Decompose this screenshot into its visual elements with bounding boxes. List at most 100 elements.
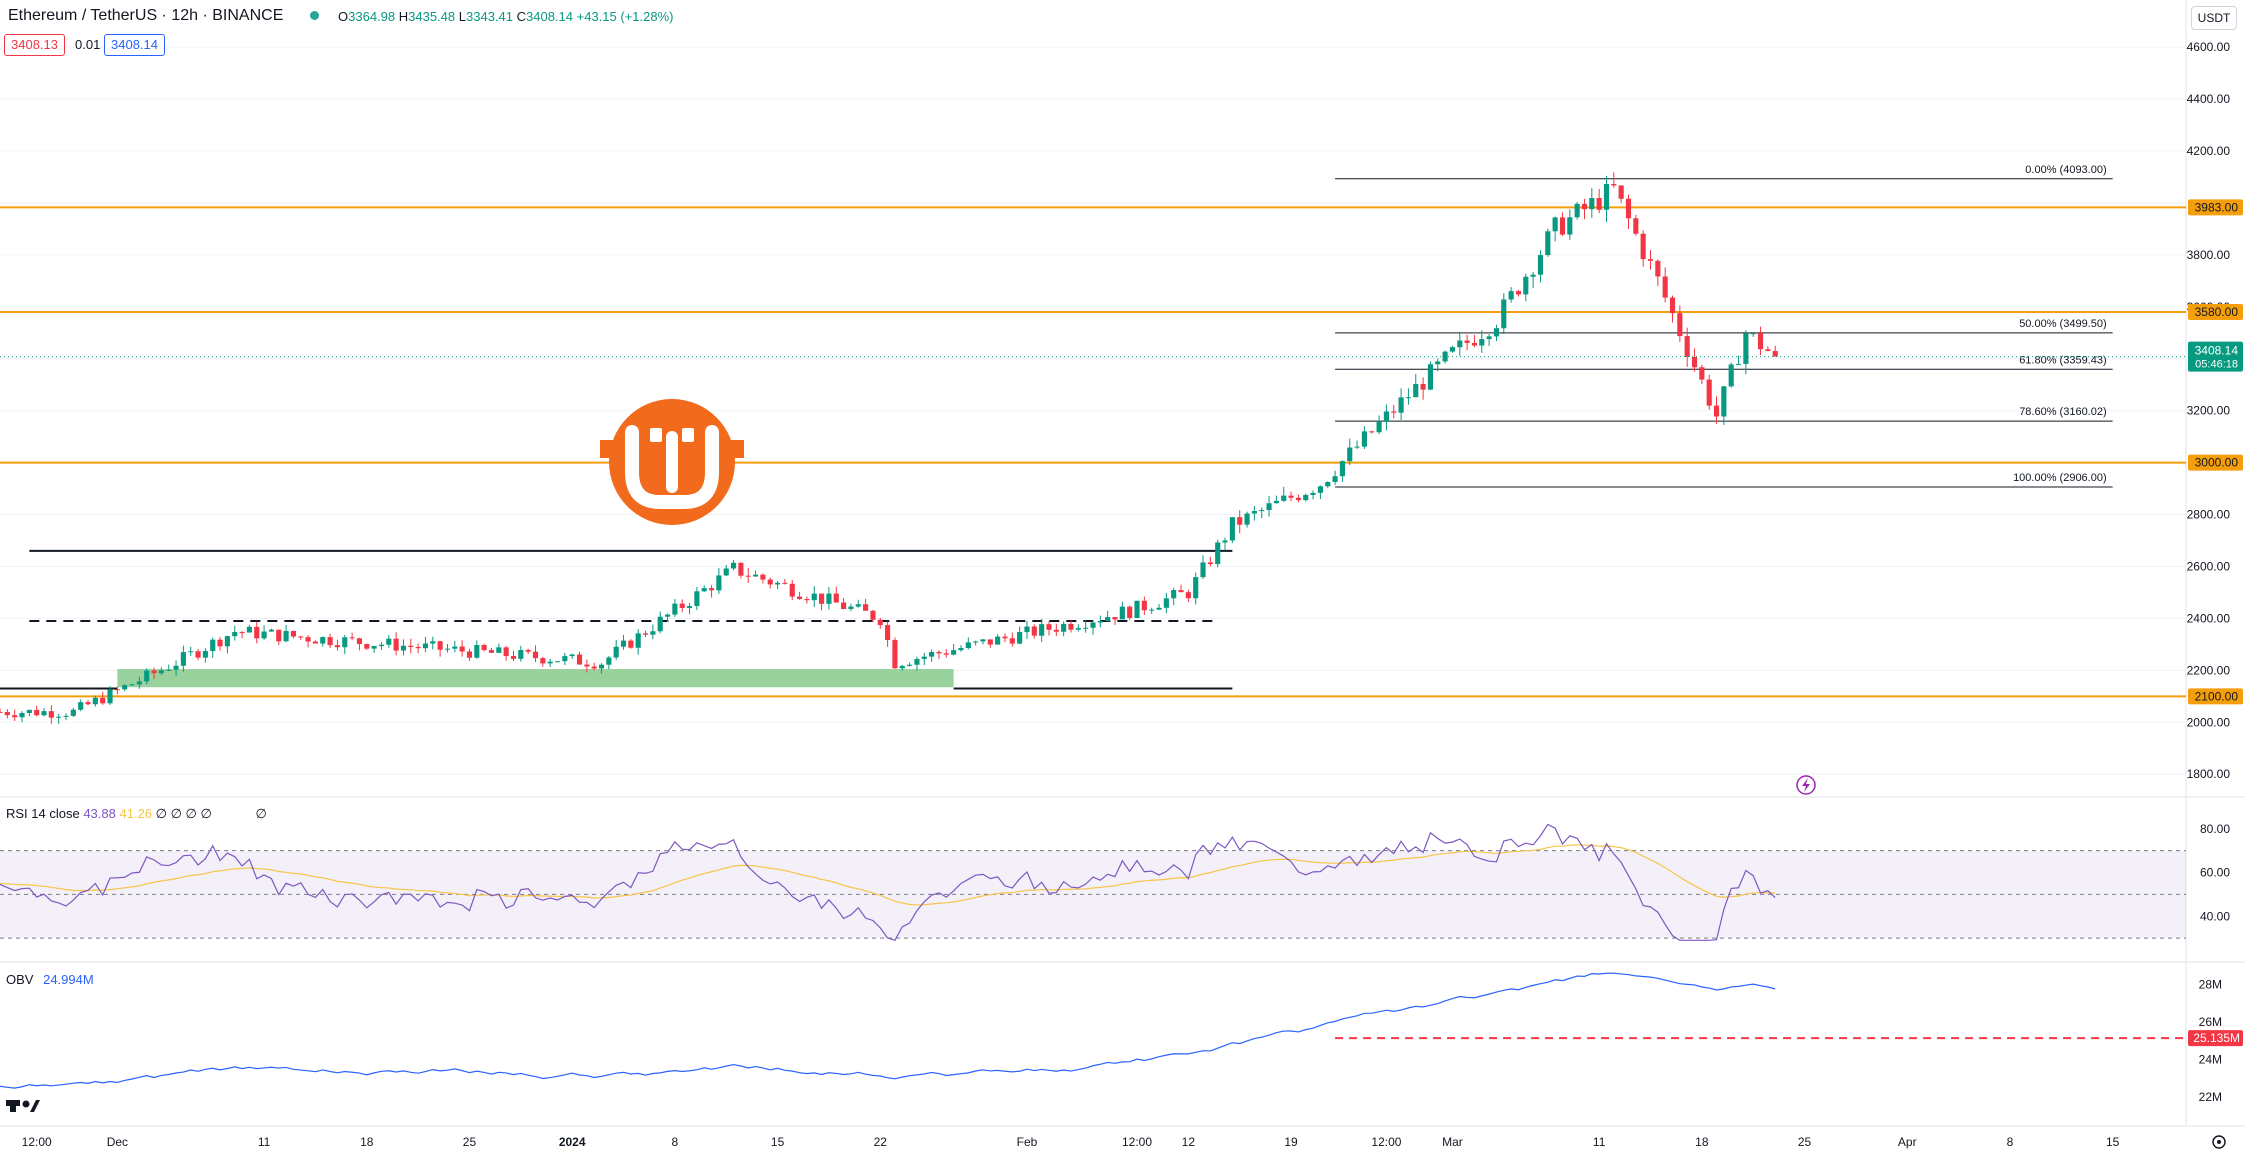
candle[interactable] — [1420, 377, 1426, 400]
candle[interactable] — [1090, 620, 1096, 635]
candle[interactable] — [85, 700, 91, 706]
candle[interactable] — [290, 630, 296, 639]
candle[interactable] — [562, 652, 568, 666]
candle[interactable] — [1633, 214, 1639, 236]
candle[interactable] — [936, 650, 942, 659]
candle[interactable] — [1127, 605, 1133, 621]
candle[interactable] — [811, 586, 817, 607]
candle[interactable] — [1479, 330, 1485, 353]
candle[interactable] — [1706, 374, 1712, 410]
candle[interactable] — [1002, 633, 1008, 643]
candle[interactable] — [188, 646, 194, 657]
candle[interactable] — [1567, 209, 1573, 240]
candle[interactable] — [1618, 185, 1624, 204]
candle[interactable] — [246, 624, 252, 633]
candle[interactable] — [488, 647, 495, 653]
candle[interactable] — [510, 650, 517, 662]
candle[interactable] — [1457, 331, 1463, 356]
candle[interactable] — [481, 643, 487, 652]
candle[interactable] — [1009, 632, 1015, 647]
candle[interactable] — [298, 636, 304, 640]
candle[interactable] — [877, 617, 883, 629]
candle[interactable] — [1559, 212, 1566, 236]
candle[interactable] — [584, 659, 590, 673]
candle[interactable] — [686, 603, 693, 615]
candle[interactable] — [1112, 616, 1118, 626]
candle[interactable] — [136, 676, 142, 689]
candle[interactable] — [1662, 267, 1668, 303]
candle[interactable] — [694, 587, 700, 611]
candle[interactable] — [1156, 604, 1162, 610]
candle[interactable] — [48, 705, 54, 724]
candle-series[interactable] — [0, 172, 1778, 724]
lightning-icon[interactable] — [1796, 775, 1816, 795]
candle[interactable] — [1237, 510, 1243, 534]
candle[interactable] — [1310, 490, 1316, 500]
candle[interactable] — [1677, 305, 1683, 342]
candle[interactable] — [547, 658, 553, 667]
candle[interactable] — [1545, 228, 1551, 257]
symbol-title[interactable]: Ethereum / TetherUS · 12h · BINANCE — [8, 7, 284, 24]
candle[interactable] — [1721, 386, 1727, 425]
obv-pane[interactable]: 25.135M — [0, 972, 2243, 1089]
support-zone-rectangle[interactable] — [117, 669, 954, 688]
candle[interactable] — [1596, 188, 1602, 214]
candle[interactable] — [4, 709, 10, 719]
candle[interactable] — [202, 648, 208, 663]
candle[interactable] — [1684, 327, 1690, 367]
candle[interactable] — [70, 707, 76, 717]
candle[interactable] — [613, 640, 619, 661]
candle[interactable] — [444, 644, 451, 653]
candle[interactable] — [1405, 388, 1411, 405]
candle[interactable] — [540, 656, 546, 667]
candle[interactable] — [973, 640, 979, 646]
candle[interactable] — [78, 699, 84, 712]
candle[interactable] — [459, 640, 465, 657]
candle[interactable] — [415, 643, 421, 654]
candle[interactable] — [1031, 624, 1037, 639]
candle[interactable] — [591, 662, 597, 671]
candle[interactable] — [1537, 250, 1544, 283]
candle[interactable] — [312, 640, 318, 644]
candle[interactable] — [129, 683, 135, 686]
candle[interactable] — [1266, 495, 1272, 517]
candle[interactable] — [1134, 600, 1140, 619]
candle[interactable] — [1244, 511, 1250, 528]
candle[interactable] — [1193, 572, 1199, 605]
candle[interactable] — [1273, 495, 1279, 504]
candle[interactable] — [334, 639, 341, 651]
candle[interactable] — [26, 709, 32, 717]
candle[interactable] — [532, 645, 539, 663]
candle[interactable] — [1185, 589, 1191, 603]
candle[interactable] — [393, 632, 399, 656]
candle[interactable] — [1699, 364, 1705, 385]
candle[interactable] — [92, 695, 98, 707]
candle[interactable] — [1053, 623, 1059, 636]
candle[interactable] — [63, 713, 69, 721]
candle[interactable] — [921, 653, 927, 666]
candle[interactable] — [943, 648, 949, 658]
candle[interactable] — [195, 649, 201, 661]
candle[interactable] — [327, 633, 333, 649]
candle[interactable] — [1149, 607, 1155, 614]
candle[interactable] — [841, 597, 847, 610]
candle[interactable] — [1229, 517, 1235, 544]
candle[interactable] — [41, 708, 47, 717]
candle[interactable] — [268, 628, 274, 632]
candle[interactable] — [642, 630, 649, 638]
candle[interactable] — [870, 609, 876, 623]
candle[interactable] — [503, 646, 509, 661]
candle[interactable] — [797, 591, 803, 600]
candle[interactable] — [863, 598, 869, 611]
candle[interactable] — [716, 568, 722, 594]
candle[interactable] — [1024, 620, 1030, 639]
candle[interactable] — [1207, 556, 1213, 567]
candle[interactable] — [19, 711, 25, 723]
candle[interactable] — [1530, 272, 1536, 288]
candle[interactable] — [1757, 326, 1764, 356]
candle[interactable] — [1435, 358, 1441, 372]
candle[interactable] — [1354, 440, 1360, 449]
candle[interactable] — [239, 631, 245, 639]
candle[interactable] — [1163, 592, 1169, 614]
candle[interactable] — [789, 580, 795, 601]
